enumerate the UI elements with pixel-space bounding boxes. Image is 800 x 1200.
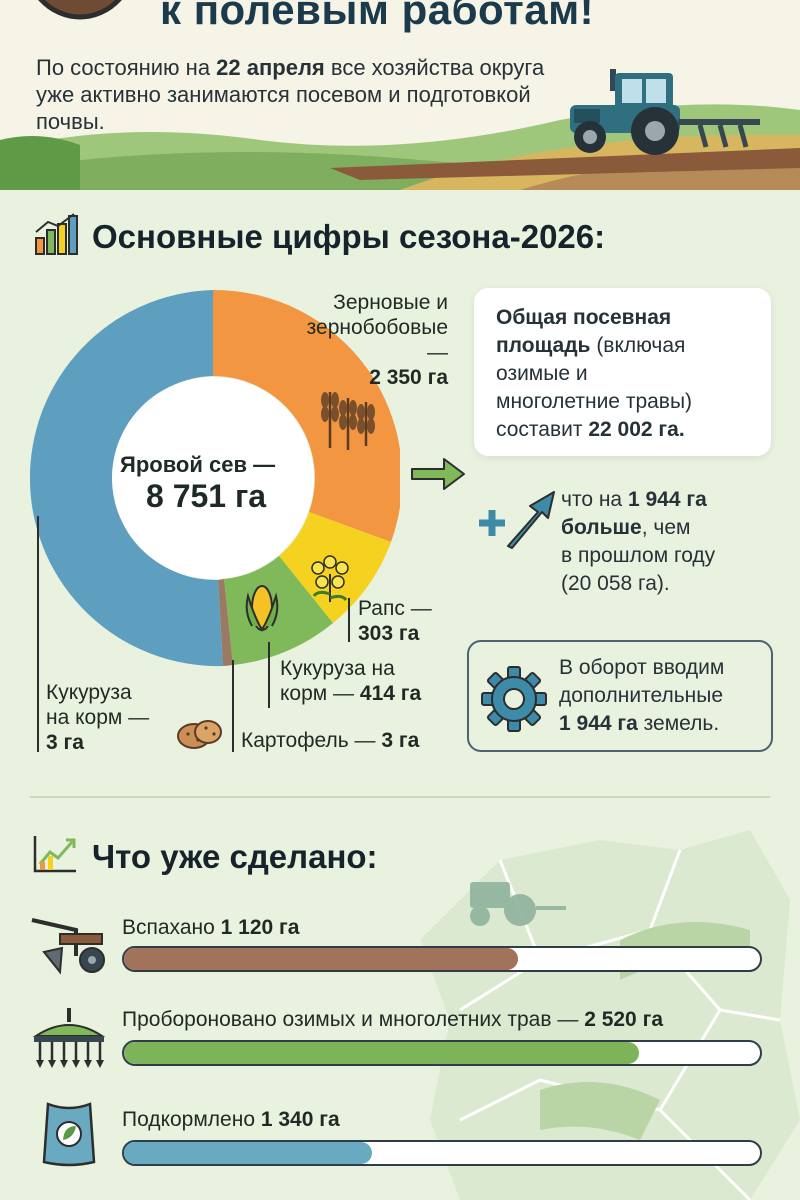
growth-text: что на 1 944 га больше, чем в прошлом го… — [561, 488, 716, 595]
header-banner: к полевым работам! По состоянию на 22 ап… — [0, 0, 800, 190]
small-corn-leader-line — [37, 516, 39, 752]
center-value: 8 751 га — [146, 478, 267, 514]
corn-feed-value: 414 га — [359, 682, 422, 705]
harrowed-progress-fill — [124, 1042, 640, 1064]
plowed-progress-fill — [124, 948, 519, 970]
fertilized-progress-bar — [122, 1140, 762, 1166]
label-corn-feed: Кукуруза на корм — 414 га — [280, 657, 422, 705]
section-divider — [30, 796, 770, 798]
fertilized-label: Подкормлено 1 340 га — [122, 1108, 340, 1131]
gear-icon — [481, 666, 547, 732]
new-land-card: В оборот вводим дополнительные 1 944 га … — [467, 640, 773, 752]
corn-small-value: 3 га — [46, 731, 84, 754]
new-land-value: 1 944 га — [559, 712, 638, 735]
progress-title: Что уже сделано: — [92, 838, 378, 875]
plow-icon — [31, 918, 105, 975]
new-land-text: В оборот вводим дополнительные 1 944 га … — [559, 656, 725, 735]
arrow-right-icon — [411, 458, 465, 490]
sowing-donut-chart — [30, 289, 400, 667]
segment-potato — [218, 579, 233, 666]
rapeseed-leader-line — [348, 598, 350, 642]
intro-date: 22 апреля — [216, 55, 325, 80]
segment-spring-other — [30, 290, 223, 667]
grain-value: 2 350 га — [369, 366, 448, 389]
segment-grain — [213, 289, 400, 542]
plowed-value: 1 120 га — [220, 916, 300, 939]
fertilizer-bag-icon — [42, 1102, 96, 1167]
intro-text: По состоянию на 22 апреля все хозяйства … — [36, 55, 545, 134]
season-title: Основные цифры сезона-2026: — [92, 218, 606, 255]
total-area-value: 22 002 га. — [588, 418, 685, 441]
plowed-label: Вспахано 1 120 га — [122, 916, 300, 939]
label-potato: Картофель — 3 га — [241, 729, 420, 752]
harrowed-value: 2 520 га — [584, 1008, 663, 1031]
fertilized-value: 1 340 га — [260, 1108, 340, 1131]
harrowed-label: Проборонованo озимых и многолетних трав … — [122, 1008, 663, 1031]
label-rapeseed: Рапс — 303 га — [358, 597, 432, 645]
plowed-progress-bar — [122, 946, 762, 972]
potato-value: 3 га — [381, 729, 420, 752]
segment-rapeseed — [279, 512, 391, 623]
growth-value: 1 944 га — [627, 488, 707, 511]
potato-leader-line — [232, 660, 234, 752]
harrow-icon — [32, 1008, 106, 1068]
farmer-avatar-icon — [38, 0, 122, 20]
center-label: Яровой сев — — [120, 452, 276, 477]
growth-arrow-icon — [479, 491, 555, 549]
rapeseed-value: 303 га — [358, 622, 420, 645]
wheat-icon — [321, 392, 375, 450]
total-area-card: Общая посевная площадь (включая озимые и… — [474, 288, 771, 456]
label-corn-small: Кукуруза на корм — 3 га — [46, 681, 150, 754]
bar-chart-icon — [35, 213, 78, 255]
label-grain: Зерновые и зернобобовые — 2 350 га — [306, 291, 448, 389]
tractor-illustration — [570, 69, 760, 155]
corn-cob-icon — [245, 585, 279, 633]
donut-center — [112, 377, 314, 579]
harrowed-progress-bar — [122, 1040, 762, 1066]
corn-leader-line — [268, 642, 270, 708]
rapeseed-flower-icon — [311, 555, 349, 602]
segment-corn-feed — [224, 556, 333, 665]
header-title: к полевым работам! — [160, 0, 595, 33]
fertilized-progress-fill — [124, 1142, 373, 1164]
line-chart-icon — [33, 836, 76, 873]
potato-icon — [177, 720, 222, 749]
